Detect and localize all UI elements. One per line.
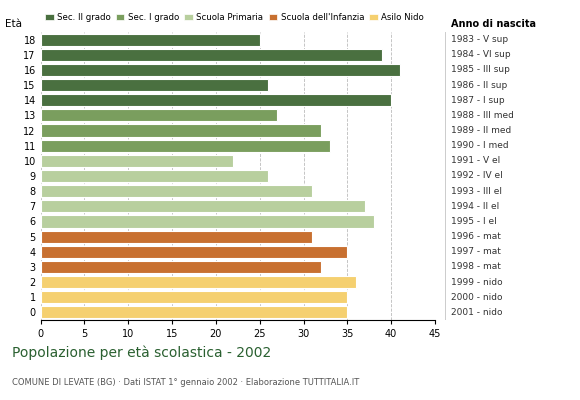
Text: 1985 - III sup: 1985 - III sup — [451, 65, 510, 74]
Text: 1993 - III el: 1993 - III el — [451, 187, 502, 196]
Bar — [41, 140, 330, 152]
Text: 1986 - II sup: 1986 - II sup — [451, 80, 508, 90]
Bar — [41, 79, 269, 91]
Bar — [41, 246, 347, 258]
Bar — [41, 216, 374, 228]
Bar — [41, 230, 312, 243]
Bar — [41, 109, 277, 122]
Bar — [41, 261, 321, 273]
Bar — [41, 49, 382, 61]
Text: 1990 - I med: 1990 - I med — [451, 141, 509, 150]
Text: 2001 - nido: 2001 - nido — [451, 308, 503, 317]
Text: 1994 - II el: 1994 - II el — [451, 202, 499, 211]
Text: 1988 - III med: 1988 - III med — [451, 111, 514, 120]
Text: 1999 - nido: 1999 - nido — [451, 278, 503, 287]
Text: 1987 - I sup: 1987 - I sup — [451, 96, 505, 105]
Bar — [41, 276, 356, 288]
Text: Anno di nascita: Anno di nascita — [451, 19, 536, 29]
Bar — [41, 291, 347, 303]
Text: 1989 - II med: 1989 - II med — [451, 126, 512, 135]
Text: COMUNE DI LEVATE (BG) · Dati ISTAT 1° gennaio 2002 · Elaborazione TUTTITALIA.IT: COMUNE DI LEVATE (BG) · Dati ISTAT 1° ge… — [12, 378, 359, 387]
Text: 1983 - V sup: 1983 - V sup — [451, 35, 508, 44]
Bar — [41, 185, 312, 197]
Text: 1997 - mat: 1997 - mat — [451, 247, 501, 256]
Text: Popolazione per età scolastica - 2002: Popolazione per età scolastica - 2002 — [12, 346, 271, 360]
Text: 1992 - IV el: 1992 - IV el — [451, 172, 503, 180]
Bar — [41, 170, 269, 182]
Text: Età: Età — [5, 19, 22, 29]
Text: 1998 - mat: 1998 - mat — [451, 262, 501, 272]
Bar — [41, 34, 260, 46]
Bar — [41, 155, 233, 167]
Bar — [41, 64, 400, 76]
Bar — [41, 306, 347, 318]
Text: 1996 - mat: 1996 - mat — [451, 232, 501, 241]
Text: 2000 - nido: 2000 - nido — [451, 293, 503, 302]
Bar — [41, 94, 391, 106]
Legend: Sec. II grado, Sec. I grado, Scuola Primaria, Scuola dell'Infanzia, Asilo Nido: Sec. II grado, Sec. I grado, Scuola Prim… — [45, 13, 424, 22]
Bar — [41, 124, 321, 136]
Text: 1984 - VI sup: 1984 - VI sup — [451, 50, 511, 59]
Text: 1995 - I el: 1995 - I el — [451, 217, 497, 226]
Bar — [41, 200, 365, 212]
Text: 1991 - V el: 1991 - V el — [451, 156, 501, 165]
